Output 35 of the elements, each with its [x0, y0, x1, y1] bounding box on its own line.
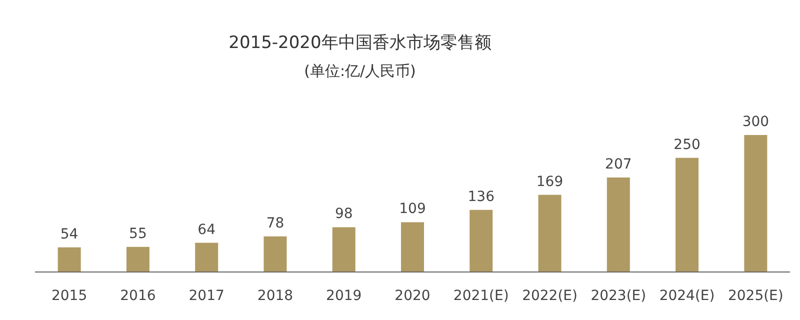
bar [58, 247, 81, 272]
x-tick-label: 2025(E) [728, 288, 784, 304]
x-tick-label: 2024(E) [659, 288, 715, 304]
bar [606, 177, 630, 272]
x-tick-label: 2016 [120, 288, 156, 304]
bar [332, 227, 356, 272]
x-tick-label: 2022(E) [522, 288, 578, 304]
data-label: 98 [334, 206, 353, 222]
bar [264, 236, 287, 272]
data-label: 136 [468, 188, 495, 205]
data-label: 109 [399, 201, 426, 218]
data-label: 207 [605, 156, 632, 172]
data-label: 55 [129, 226, 147, 242]
data-label: 78 [266, 215, 284, 232]
x-tick-label: 2018 [257, 288, 294, 304]
x-tick-label: 2017 [188, 288, 224, 304]
data-label: 54 [60, 226, 78, 242]
bar [676, 158, 699, 272]
bar [744, 135, 768, 272]
x-tick-label: 2019 [326, 288, 362, 304]
x-tick-label: 2021(E) [453, 288, 509, 304]
x-tick-label: 2023(E) [590, 288, 646, 304]
bar [401, 222, 424, 272]
data-label: 169 [536, 174, 564, 190]
data-label: 300 [742, 114, 770, 130]
bar [126, 246, 150, 272]
chart-title: 2015-2020年中国香水市场零售额 [228, 33, 492, 53]
x-tick-label: 2015 [52, 288, 88, 304]
chart-subtitle: (单位:亿/人民币) [304, 62, 416, 80]
x-tick-label: 2020 [394, 288, 430, 304]
bar [470, 210, 493, 272]
data-label: 250 [674, 136, 700, 153]
data-label: 64 [198, 222, 216, 238]
bar [538, 194, 562, 272]
bar [195, 242, 218, 272]
